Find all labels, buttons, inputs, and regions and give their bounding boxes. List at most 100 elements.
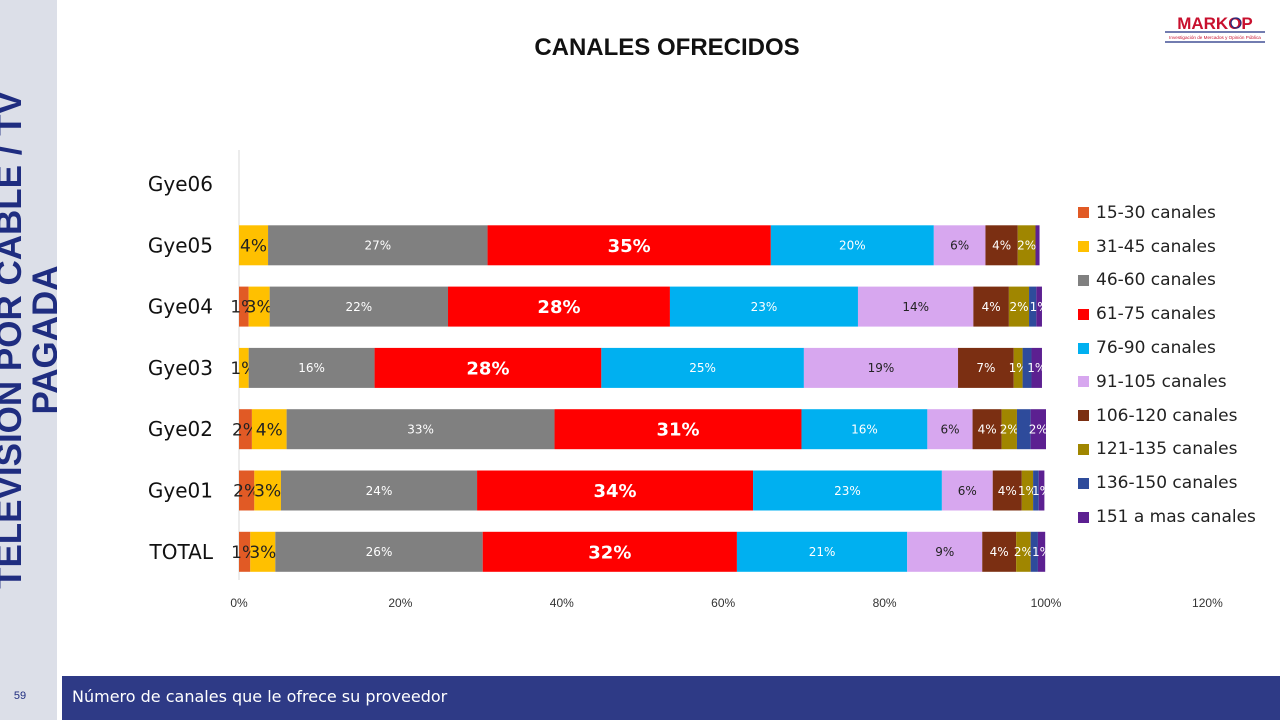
legend-label: 136-150 canales [1096, 473, 1238, 494]
bar-segment [907, 531, 983, 572]
bar-segment [1035, 225, 1040, 266]
bar-segment [239, 347, 249, 388]
bar-segment [268, 225, 488, 266]
bar-segment [669, 286, 858, 327]
bar-segment [736, 531, 908, 572]
bar-segment [1030, 531, 1038, 572]
bar-segment [239, 531, 251, 572]
category-label: TOTAL [149, 540, 214, 564]
data-label: 7% [976, 361, 995, 375]
bar-segment [239, 470, 255, 511]
category-label: Gye02 [148, 417, 213, 441]
bar-segment [941, 470, 993, 511]
data-label: 2% [233, 482, 260, 502]
x-tick-label: 60% [711, 596, 735, 610]
data-label: 2% [1029, 423, 1048, 437]
legend-swatch [1078, 342, 1089, 354]
bar-segment [248, 347, 375, 388]
data-label: 1% [1027, 361, 1046, 375]
bar-segment [1016, 531, 1031, 572]
legend-label: 106-120 canales [1096, 405, 1238, 426]
x-tick-label: 40% [550, 596, 574, 610]
data-label: 33% [407, 423, 434, 437]
bar-segment [1030, 409, 1046, 450]
bar-segment [286, 409, 555, 450]
bar-segment [973, 286, 1009, 327]
legend-swatch [1078, 410, 1089, 422]
category-label: Gye04 [148, 295, 213, 319]
bar-segment [280, 470, 478, 511]
legend-item: 46-60 canales [1078, 264, 1256, 298]
chart-legend: 15-30 canales 31-45 canales 46-60 canales 6… [1078, 196, 1256, 534]
x-tick-label: 100% [1031, 596, 1062, 610]
legend-label: 61-75 canales [1096, 304, 1216, 325]
data-label: 28% [466, 358, 509, 379]
data-label: 4% [240, 236, 267, 256]
bar-segment [374, 347, 602, 388]
data-label: 20% [839, 239, 866, 253]
bar-segment [982, 531, 1017, 572]
bar-segment [1037, 531, 1046, 572]
data-label: 1% [1032, 545, 1051, 559]
data-label: 22% [346, 300, 373, 314]
data-label: 23% [834, 484, 861, 498]
data-label: 1% [1030, 300, 1049, 314]
footer-bar: Número de canales que le ofrece su prove… [62, 676, 1280, 720]
side-band: TELEVISIÓN POR CABLE / TV PAGADA [0, 0, 57, 720]
bar-segment [601, 347, 804, 388]
bar-segment [803, 347, 959, 388]
bar-segment [254, 470, 281, 511]
bar-segment [927, 409, 973, 450]
legend-item: 136-150 canales [1078, 466, 1256, 500]
data-label: 3% [249, 543, 276, 563]
bar-segment [1029, 286, 1037, 327]
legend-swatch [1078, 207, 1089, 219]
data-label: 3% [246, 298, 273, 318]
bar-segment [1031, 347, 1042, 388]
x-tick-label: 80% [873, 596, 897, 610]
legend-item: 151 a mas canales [1078, 500, 1256, 534]
legend-label: 46-60 canales [1096, 270, 1216, 291]
bar-segment [992, 470, 1022, 511]
data-label: 6% [950, 239, 969, 253]
bar-segment [239, 225, 269, 266]
data-label: 25% [689, 361, 716, 375]
data-label: 16% [851, 423, 878, 437]
legend-item: 15-30 canales [1078, 196, 1256, 230]
legend-item: 61-75 canales [1078, 297, 1256, 331]
legend-swatch [1078, 477, 1089, 489]
data-label: 1% [1032, 484, 1051, 498]
bar-segment [1033, 470, 1039, 511]
data-label: 23% [751, 300, 778, 314]
bar-segment [1036, 286, 1042, 327]
data-label: 4% [990, 545, 1009, 559]
data-label: 21% [809, 545, 836, 559]
category-label: Gye03 [148, 356, 213, 380]
chart-title: CANALES OFRECIDOS [534, 34, 800, 61]
data-label: 31% [656, 420, 699, 441]
data-label: 6% [940, 423, 959, 437]
x-tick-label: 120% [1192, 596, 1223, 610]
legend-swatch [1078, 274, 1089, 286]
bar-segment [753, 470, 942, 511]
legend-swatch [1078, 511, 1089, 523]
bar-segment [972, 409, 1002, 450]
data-label: 26% [366, 545, 393, 559]
data-label: 14% [902, 300, 929, 314]
bar-segment [933, 225, 986, 266]
data-label: 16% [298, 361, 325, 375]
x-tick-label: 0% [230, 596, 248, 610]
legend-item: 76-90 canales [1078, 331, 1256, 365]
legend-item: 31-45 canales [1078, 230, 1256, 264]
bar-segment [1017, 225, 1036, 266]
data-label: 4% [978, 423, 997, 437]
data-label: 6% [958, 484, 977, 498]
data-label: 3% [254, 482, 281, 502]
data-label: 4% [982, 300, 1001, 314]
bar-segment [250, 531, 276, 572]
bar-segment [857, 286, 974, 327]
legend-swatch [1078, 241, 1089, 253]
markop-logo: MARKOP Investigación de Mercados y Opini… [1165, 14, 1265, 43]
data-label: 4% [998, 484, 1017, 498]
data-label: 4% [992, 239, 1011, 253]
